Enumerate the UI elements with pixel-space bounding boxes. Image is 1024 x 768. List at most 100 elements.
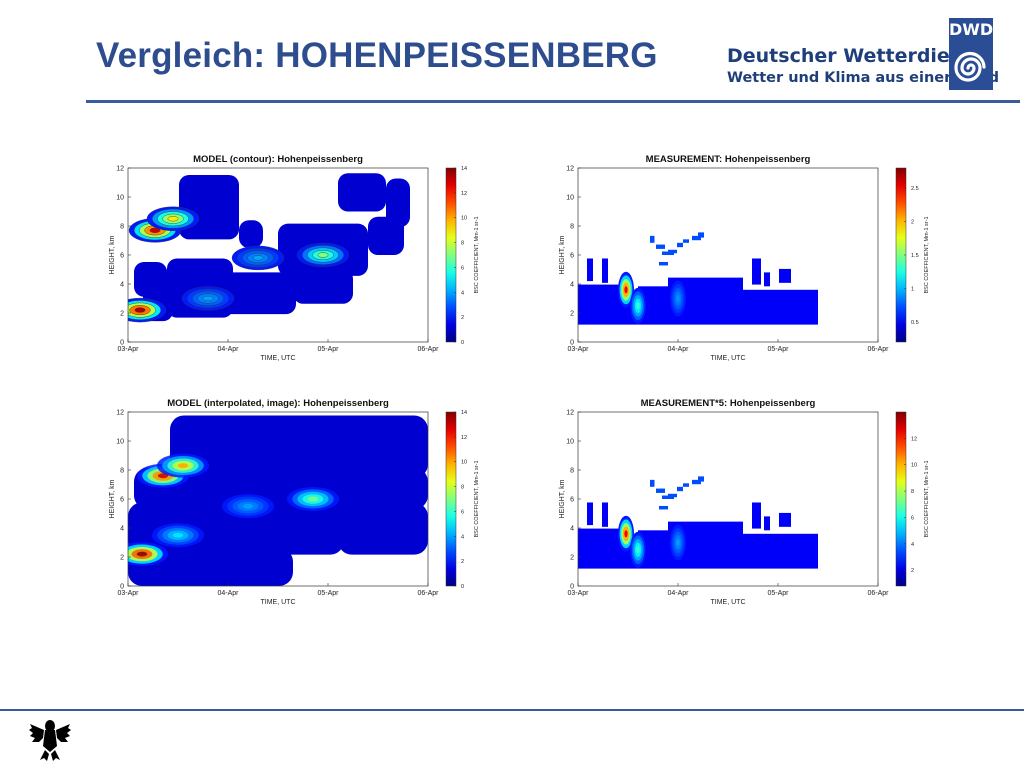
colorbar-tick-label: 10 xyxy=(911,463,917,469)
x-tick-label: 06-Apr xyxy=(417,590,439,597)
data-blob xyxy=(252,255,264,261)
y-tick-label: 8 xyxy=(570,224,574,231)
y-tick-label: 8 xyxy=(120,468,124,475)
data-blob xyxy=(676,538,680,547)
x-tick-label: 05-Apr xyxy=(767,346,789,353)
colorbar-tick-label: 8 xyxy=(911,489,914,495)
x-tick-label: 06-Apr xyxy=(867,346,889,353)
y-tick-label: 10 xyxy=(566,439,574,446)
cloud-region xyxy=(338,502,428,555)
colorbar-tick-label: 4 xyxy=(911,542,914,548)
cloud-fragment xyxy=(659,505,668,510)
cloud-region xyxy=(764,272,770,287)
cloud-region xyxy=(752,502,761,529)
x-tick-label: 03-Apr xyxy=(567,590,589,597)
dwd-logo-text: DWD xyxy=(949,20,994,39)
y-tick-label: 6 xyxy=(570,497,574,504)
data-blob xyxy=(149,227,161,233)
data-blob xyxy=(167,216,179,222)
colorbar-tick-label: 2 xyxy=(461,315,464,321)
cloud-fragment xyxy=(656,244,665,249)
data-blob xyxy=(624,286,628,294)
cloud-fragment xyxy=(683,239,689,243)
data-blob xyxy=(624,530,628,538)
cloud-fragment xyxy=(662,495,674,499)
y-tick-label: 6 xyxy=(570,253,574,260)
y-axis-label: HEIGHT, km xyxy=(559,479,566,518)
colorbar-label: BSC COEFFICIENT, Mm-1 sr-1 xyxy=(924,460,930,537)
colorbar-tick-label: 12 xyxy=(461,435,467,441)
cloud-region xyxy=(293,268,353,304)
plot-area xyxy=(128,168,428,342)
colorbar-tick-label: 12 xyxy=(461,191,467,197)
colorbar-tick-label: 1 xyxy=(911,286,914,292)
cloud-fragment xyxy=(668,249,677,254)
cloud-fragment xyxy=(698,476,704,482)
cloud-region xyxy=(734,289,818,311)
cloud-region xyxy=(386,178,410,228)
colorbar-tick-label: 2 xyxy=(911,568,914,574)
x-tick-label: 06-Apr xyxy=(867,590,889,597)
chart-title: MODEL (interpolated, image): Hohenpeisse… xyxy=(167,398,389,409)
cloud-fragment xyxy=(659,261,668,266)
cloud-region xyxy=(128,547,293,586)
y-tick-label: 0 xyxy=(120,340,124,347)
colorbar xyxy=(895,411,907,587)
data-blob xyxy=(172,532,184,538)
colorbar-tick-label: 14 xyxy=(461,410,467,416)
cloud-region xyxy=(752,258,761,285)
cloud-region xyxy=(734,533,818,555)
cloud-region xyxy=(170,415,428,479)
data-blob xyxy=(134,307,146,313)
title-rule xyxy=(86,100,1020,103)
colorbar-tick-label: 12 xyxy=(911,436,917,442)
x-tick-label: 06-Apr xyxy=(417,346,439,353)
x-tick-label: 03-Apr xyxy=(567,346,589,353)
colorbar-label: BSC COEFFICIENT, Mm-1 sr-1 xyxy=(924,216,930,293)
colorbar-tick-label: 1.5 xyxy=(911,253,919,259)
y-tick-label: 0 xyxy=(120,584,124,591)
cloud-fragment xyxy=(683,483,689,487)
cloud-region xyxy=(602,258,608,283)
x-axis-label: TIME, UTC xyxy=(711,355,746,362)
x-axis-label: TIME, UTC xyxy=(261,599,296,606)
y-tick-label: 4 xyxy=(120,282,124,289)
cloud-region xyxy=(134,467,428,510)
colorbar-tick-label: 8 xyxy=(461,485,464,491)
colorbar-tick-label: 0 xyxy=(461,340,464,346)
cloud-region xyxy=(779,512,791,527)
cloud-region xyxy=(587,502,593,526)
x-tick-label: 04-Apr xyxy=(217,346,239,353)
y-tick-label: 10 xyxy=(116,439,124,446)
brand-line1: Deutscher Wetterdienst xyxy=(727,45,984,67)
cloud-fragment xyxy=(668,493,677,498)
colorbar-tick-label: 2 xyxy=(461,559,464,565)
chart-panel-measurement-x5: MEASUREMENT*5: Hohenpeissenberg 0 2 4 6 8 10 12… xyxy=(558,392,930,606)
colorbar-tick-label: 2 xyxy=(911,220,914,226)
x-tick-label: 05-Apr xyxy=(317,590,339,597)
colorbar-tick-label: 4 xyxy=(461,534,464,540)
colorbar-tick-label: 6 xyxy=(461,265,464,271)
cloud-region xyxy=(587,258,593,282)
y-tick-label: 12 xyxy=(566,410,574,417)
y-tick-label: 2 xyxy=(120,555,124,562)
y-tick-label: 10 xyxy=(566,195,574,202)
cloud-fragment xyxy=(650,235,655,243)
cloud-fragment xyxy=(650,479,655,487)
chart-panel-model-interpolated: MODEL (interpolated, image): Hohenpeisse… xyxy=(108,392,480,606)
cloud-region xyxy=(764,516,770,531)
cloud-region xyxy=(218,272,296,315)
chart-svg: MODEL (contour): Hohenpeissenberg 0 2 4 6 8 10… xyxy=(109,154,480,362)
data-blob xyxy=(242,503,254,509)
y-axis-label: HEIGHT, km xyxy=(559,235,566,274)
cloud-fragment xyxy=(692,479,701,485)
data-blob xyxy=(317,252,329,258)
x-tick-label: 05-Apr xyxy=(767,590,789,597)
plot-area xyxy=(128,412,428,586)
brand-text: Deutscher Wetterdienst Wetter und Klima … xyxy=(727,44,999,88)
colorbar xyxy=(445,411,457,587)
data-blob xyxy=(676,294,680,303)
chart-title: MODEL (contour): Hohenpeissenberg xyxy=(193,154,363,165)
chart-title: MEASUREMENT: Hohenpeissenberg xyxy=(646,154,811,165)
cloud-region xyxy=(602,502,608,527)
